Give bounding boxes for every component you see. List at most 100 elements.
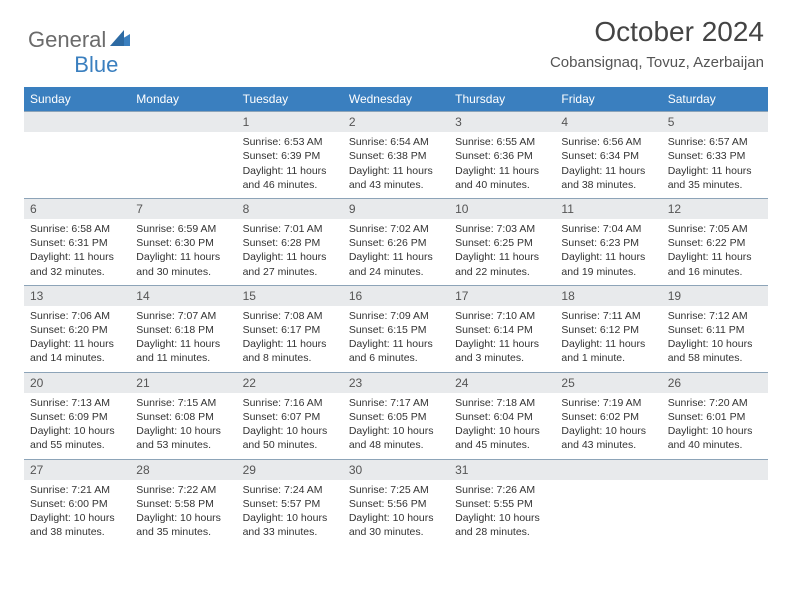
sunrise-text: Sunrise: 7:17 AM [349, 396, 443, 410]
location-text: Cobansignaq, Tovuz, Azerbaijan [550, 54, 764, 71]
daylight-text: Daylight: 10 hours and 58 minutes. [668, 337, 762, 365]
calendar-cell: 31Sunrise: 7:26 AMSunset: 5:55 PMDayligh… [449, 459, 555, 546]
weekday-sunday: Sunday [24, 87, 130, 111]
day-number [662, 459, 768, 480]
sunrise-text: Sunrise: 7:24 AM [243, 483, 337, 497]
weekday-tuesday: Tuesday [237, 87, 343, 111]
sunrise-text: Sunrise: 7:07 AM [136, 309, 230, 323]
calendar-cell [555, 459, 661, 546]
day-content: Sunrise: 6:56 AMSunset: 6:34 PMDaylight:… [555, 132, 661, 198]
day-content: Sunrise: 7:19 AMSunset: 6:02 PMDaylight:… [555, 393, 661, 459]
day-content: Sunrise: 6:59 AMSunset: 6:30 PMDaylight:… [130, 219, 236, 285]
sunset-text: Sunset: 6:05 PM [349, 410, 443, 424]
sunset-text: Sunset: 6:25 PM [455, 236, 549, 250]
day-number: 17 [449, 285, 555, 306]
sunrise-text: Sunrise: 7:04 AM [561, 222, 655, 236]
daylight-text: Daylight: 11 hours and 22 minutes. [455, 250, 549, 278]
daylight-text: Daylight: 11 hours and 35 minutes. [668, 164, 762, 192]
logo-text-blue: Blue [74, 52, 118, 78]
day-number: 30 [343, 459, 449, 480]
daylight-text: Daylight: 10 hours and 33 minutes. [243, 511, 337, 539]
weekday-saturday: Saturday [662, 87, 768, 111]
sunrise-text: Sunrise: 6:53 AM [243, 135, 337, 149]
calendar-table: Sunday Monday Tuesday Wednesday Thursday… [24, 87, 768, 545]
sunset-text: Sunset: 6:31 PM [30, 236, 124, 250]
calendar-cell: 3Sunrise: 6:55 AMSunset: 6:36 PMDaylight… [449, 111, 555, 198]
sunrise-text: Sunrise: 7:10 AM [455, 309, 549, 323]
logo: General Blue [28, 16, 118, 64]
day-number: 23 [343, 372, 449, 393]
daylight-text: Daylight: 10 hours and 38 minutes. [30, 511, 124, 539]
day-number: 12 [662, 198, 768, 219]
calendar-row: 27Sunrise: 7:21 AMSunset: 6:00 PMDayligh… [24, 459, 768, 546]
day-content: Sunrise: 6:58 AMSunset: 6:31 PMDaylight:… [24, 219, 130, 285]
daylight-text: Daylight: 11 hours and 3 minutes. [455, 337, 549, 365]
month-title: October 2024 [550, 16, 764, 48]
calendar-cell: 8Sunrise: 7:01 AMSunset: 6:28 PMDaylight… [237, 198, 343, 285]
daylight-text: Daylight: 11 hours and 27 minutes. [243, 250, 337, 278]
calendar-cell [662, 459, 768, 546]
sunrise-text: Sunrise: 7:06 AM [30, 309, 124, 323]
calendar-cell: 23Sunrise: 7:17 AMSunset: 6:05 PMDayligh… [343, 372, 449, 459]
weekday-thursday: Thursday [449, 87, 555, 111]
sunset-text: Sunset: 6:11 PM [668, 323, 762, 337]
logo-text-general: General [28, 27, 106, 53]
day-content: Sunrise: 6:57 AMSunset: 6:33 PMDaylight:… [662, 132, 768, 198]
sunrise-text: Sunrise: 7:02 AM [349, 222, 443, 236]
sunset-text: Sunset: 6:00 PM [30, 497, 124, 511]
calendar-cell: 16Sunrise: 7:09 AMSunset: 6:15 PMDayligh… [343, 285, 449, 372]
day-number: 29 [237, 459, 343, 480]
sunset-text: Sunset: 6:39 PM [243, 149, 337, 163]
day-content: Sunrise: 7:15 AMSunset: 6:08 PMDaylight:… [130, 393, 236, 459]
day-number [130, 111, 236, 132]
day-number: 20 [24, 372, 130, 393]
sunset-text: Sunset: 6:18 PM [136, 323, 230, 337]
day-content: Sunrise: 7:10 AMSunset: 6:14 PMDaylight:… [449, 306, 555, 372]
sunset-text: Sunset: 6:38 PM [349, 149, 443, 163]
sunrise-text: Sunrise: 7:20 AM [668, 396, 762, 410]
sunset-text: Sunset: 5:57 PM [243, 497, 337, 511]
sunset-text: Sunset: 6:01 PM [668, 410, 762, 424]
sunrise-text: Sunrise: 6:55 AM [455, 135, 549, 149]
day-content: Sunrise: 7:07 AMSunset: 6:18 PMDaylight:… [130, 306, 236, 372]
daylight-text: Daylight: 11 hours and 19 minutes. [561, 250, 655, 278]
calendar-cell [130, 111, 236, 198]
sunset-text: Sunset: 6:15 PM [349, 323, 443, 337]
day-number: 28 [130, 459, 236, 480]
day-number: 4 [555, 111, 661, 132]
daylight-text: Daylight: 11 hours and 16 minutes. [668, 250, 762, 278]
day-content: Sunrise: 7:17 AMSunset: 6:05 PMDaylight:… [343, 393, 449, 459]
day-number: 6 [24, 198, 130, 219]
daylight-text: Daylight: 10 hours and 30 minutes. [349, 511, 443, 539]
calendar-cell: 20Sunrise: 7:13 AMSunset: 6:09 PMDayligh… [24, 372, 130, 459]
day-number: 5 [662, 111, 768, 132]
sunrise-text: Sunrise: 7:11 AM [561, 309, 655, 323]
sunset-text: Sunset: 6:04 PM [455, 410, 549, 424]
weekday-friday: Friday [555, 87, 661, 111]
daylight-text: Daylight: 10 hours and 50 minutes. [243, 424, 337, 452]
calendar-cell: 19Sunrise: 7:12 AMSunset: 6:11 PMDayligh… [662, 285, 768, 372]
calendar-cell: 24Sunrise: 7:18 AMSunset: 6:04 PMDayligh… [449, 372, 555, 459]
sunrise-text: Sunrise: 7:12 AM [668, 309, 762, 323]
day-number: 15 [237, 285, 343, 306]
daylight-text: Daylight: 11 hours and 6 minutes. [349, 337, 443, 365]
calendar-row: 6Sunrise: 6:58 AMSunset: 6:31 PMDaylight… [24, 198, 768, 285]
sunset-text: Sunset: 6:08 PM [136, 410, 230, 424]
calendar-cell: 10 Sunrise: 7:03 AMSunset: 6:25 PMDayligh… [449, 198, 555, 285]
day-number: 10 [449, 198, 555, 219]
weekday-wednesday: Wednesday [343, 87, 449, 111]
sunset-text: Sunset: 6:23 PM [561, 236, 655, 250]
sunset-text: Sunset: 6:33 PM [668, 149, 762, 163]
sunrise-text: Sunrise: 7:03 AM [455, 222, 549, 236]
sunrise-text: Sunrise: 6:59 AM [136, 222, 230, 236]
day-number [24, 111, 130, 132]
calendar-cell: 13Sunrise: 7:06 AMSunset: 6:20 PMDayligh… [24, 285, 130, 372]
calendar-cell: 12Sunrise: 7:05 AMSunset: 6:22 PMDayligh… [662, 198, 768, 285]
day-number: 22 [237, 372, 343, 393]
sunrise-text: Sunrise: 7:16 AM [243, 396, 337, 410]
weekday-header-row: Sunday Monday Tuesday Wednesday Thursday… [24, 87, 768, 111]
day-number: 1 [237, 111, 343, 132]
daylight-text: Daylight: 10 hours and 28 minutes. [455, 511, 549, 539]
day-content: Sunrise: 7:13 AMSunset: 6:09 PMDaylight:… [24, 393, 130, 459]
calendar-cell: 1Sunrise: 6:53 AMSunset: 6:39 PMDaylight… [237, 111, 343, 198]
